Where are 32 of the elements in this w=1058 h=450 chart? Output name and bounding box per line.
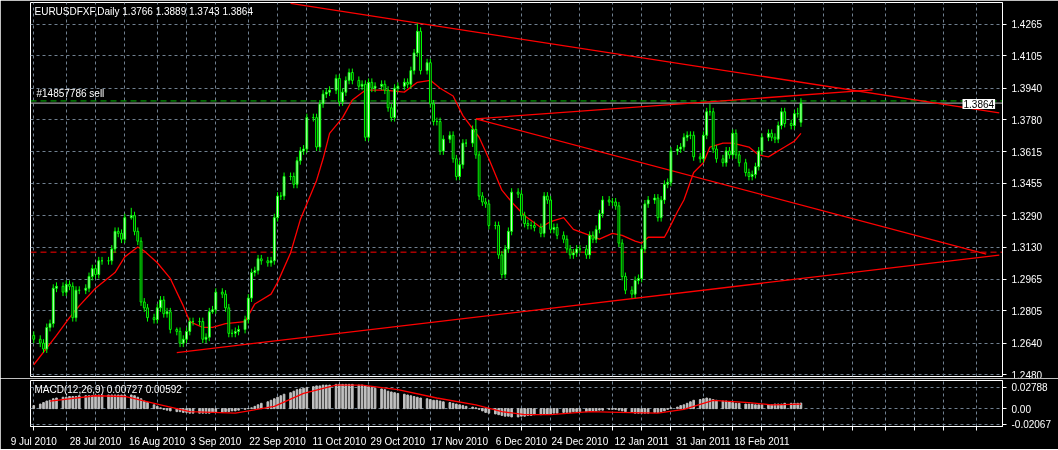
y-tick-label: 1.2805 <box>1011 305 1043 317</box>
y-tick-label: 1.2480 <box>1011 369 1043 381</box>
y-tick-label: 1.3940 <box>1011 83 1043 95</box>
x-tick-label: 3 Sep 2010 <box>190 435 242 447</box>
x-tick-label: 22 Sep 2010 <box>249 435 307 447</box>
x-tick-label: 28 Jul 2010 <box>69 435 122 447</box>
ref-line-label: #14857786 sell <box>36 87 105 99</box>
y-tick-label: 0.00 <box>1011 403 1032 415</box>
x-tick-label: 9 Jul 2010 <box>10 435 58 447</box>
x-tick-label: 31 Jan 2011 <box>676 435 732 447</box>
x-tick-label: 18 Feb 2011 <box>734 435 791 447</box>
y-tick-label: 1.3290 <box>1011 210 1043 222</box>
y-tick-label: 1.3615 <box>1011 146 1043 158</box>
y-tick-label: 1.4265 <box>1011 19 1043 31</box>
y-tick-label: -0.02067 <box>1011 419 1052 431</box>
y-tick-label: 0.02788 <box>1011 382 1049 394</box>
x-tick-label: 29 Oct 2010 <box>370 435 426 447</box>
x-tick-label: 6 Dec 2010 <box>495 435 548 447</box>
x-tick-label: 16 Aug 2010 <box>128 435 186 447</box>
chart-title: MACD(12,26,9) 0.00727 0.00592 <box>34 383 183 395</box>
chart-title: EURUSDFXF,Daily 1.3766 1.3889 1.3743 1.3864 <box>34 5 254 17</box>
x-tick-label: 12 Jan 2011 <box>614 435 670 447</box>
y-tick-label: 1.3780 <box>1011 114 1043 126</box>
y-tick-label: 1.4105 <box>1011 50 1043 62</box>
y-tick-label: 1.2965 <box>1011 274 1043 286</box>
y-tick-label: 1.3130 <box>1011 242 1043 254</box>
x-tick-label: 24 Dec 2010 <box>551 435 609 447</box>
x-tick-label: 11 Oct 2010 <box>312 435 367 447</box>
x-tick-label: 17 Nov 2010 <box>431 435 489 447</box>
y-tick-label: 1.2640 <box>1011 338 1043 350</box>
ref-line-label: 1.3864 <box>963 99 995 111</box>
y-tick-label: 1.3455 <box>1011 178 1043 190</box>
